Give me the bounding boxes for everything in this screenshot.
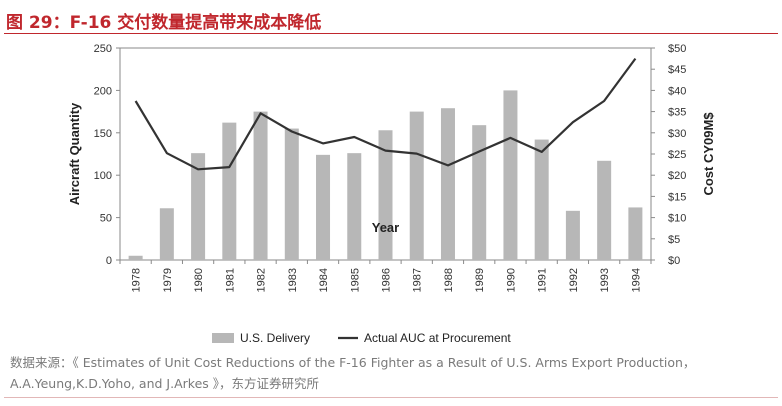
x-tick-1978: 1978 — [131, 268, 143, 292]
x-tick-1982: 1982 — [256, 268, 268, 292]
bar-1989 — [472, 125, 487, 260]
x-tick-1984: 1984 — [318, 268, 330, 292]
left-tick-250: 250 — [94, 43, 112, 55]
x-axis: 1978 1979 1980 1981 1982 1983 1984 1985 1986 1987… — [119, 260, 652, 292]
x-tick-1991: 1991 — [537, 268, 549, 292]
bar-1994 — [628, 207, 643, 260]
bar-1980 — [191, 153, 206, 260]
right-tick-9: $45 — [668, 64, 686, 76]
x-tick-1988: 1988 — [443, 268, 455, 292]
x-tick-1990: 1990 — [505, 268, 517, 292]
bar-1978 — [128, 255, 143, 260]
bar-1981 — [222, 122, 237, 261]
bar-1984 — [316, 154, 331, 260]
bar-1987 — [409, 111, 424, 260]
right-tick-1: $5 — [668, 234, 680, 246]
legend-label-line: Actual AUC at Procurement — [364, 331, 511, 345]
right-tick-0: $0 — [668, 255, 680, 267]
left-tick-150: 150 — [94, 128, 112, 140]
x-tick-1981: 1981 — [224, 268, 236, 292]
chart-area: 0 50 100 150 200 250 $0 $5 $10 $15 $20 $25 $30 $35 $4… — [67, 43, 716, 345]
right-tick-5: $25 — [668, 149, 686, 161]
right-tick-10: $50 — [668, 43, 686, 55]
left-tick-50: 50 — [100, 213, 112, 225]
left-tick-0: 0 — [106, 255, 112, 267]
x-tick-1989: 1989 — [474, 268, 486, 292]
legend-swatch-bar — [212, 333, 234, 343]
right-tick-7: $35 — [668, 107, 686, 119]
right-tick-8: $40 — [668, 85, 686, 97]
legend-label-bar: U.S. Delivery — [240, 331, 310, 345]
left-axis: 0 50 100 150 200 250 — [94, 43, 120, 267]
bar-1992 — [565, 210, 580, 260]
x-tick-1980: 1980 — [193, 268, 205, 292]
x-tick-1987: 1987 — [412, 268, 424, 292]
right-tick-2: $10 — [668, 213, 686, 225]
left-tick-100: 100 — [94, 170, 112, 182]
bar-series — [128, 90, 643, 261]
x-tick-1986: 1986 — [381, 268, 393, 292]
bar-1982 — [253, 111, 268, 260]
bar-1979 — [159, 208, 174, 260]
bar-1990 — [503, 90, 518, 261]
bar-1993 — [597, 160, 612, 260]
bar-1986 — [378, 130, 393, 260]
x-tick-1992: 1992 — [568, 268, 580, 292]
right-axis: $0 $5 $10 $15 $20 $25 $30 $35 $40 $45 $50 — [651, 43, 686, 267]
x-tick-1983: 1983 — [287, 268, 299, 292]
x-tick-1985: 1985 — [349, 268, 361, 292]
right-tick-3: $15 — [668, 191, 686, 203]
source-note: 数据来源：《 Estimates of Unit Cost Reductions… — [10, 355, 696, 391]
x-axis-title: Year — [372, 220, 399, 235]
y-axis-title: Aircraft Quantity — [67, 102, 82, 205]
legend: U.S. Delivery Actual AUC at Procurement — [212, 331, 511, 345]
auc-line — [134, 57, 637, 171]
line-series — [134, 57, 637, 171]
figure-title: 图 29：F-16 交付数量提高带来成本降低 — [6, 13, 322, 33]
bar-1983 — [284, 128, 299, 260]
bar-1988 — [440, 108, 455, 260]
right-tick-6: $30 — [668, 128, 686, 140]
x-tick-1993: 1993 — [599, 268, 611, 292]
y2-axis-title: Cost CY09M$ — [701, 112, 716, 196]
x-tick-1979: 1979 — [162, 268, 174, 292]
x-tick-1994: 1994 — [630, 268, 642, 292]
left-tick-200: 200 — [94, 85, 112, 97]
bottom-divider — [4, 397, 778, 398]
right-tick-4: $20 — [668, 170, 686, 182]
title-divider — [4, 33, 778, 34]
bar-1991 — [534, 139, 549, 260]
bar-1985 — [347, 153, 362, 260]
